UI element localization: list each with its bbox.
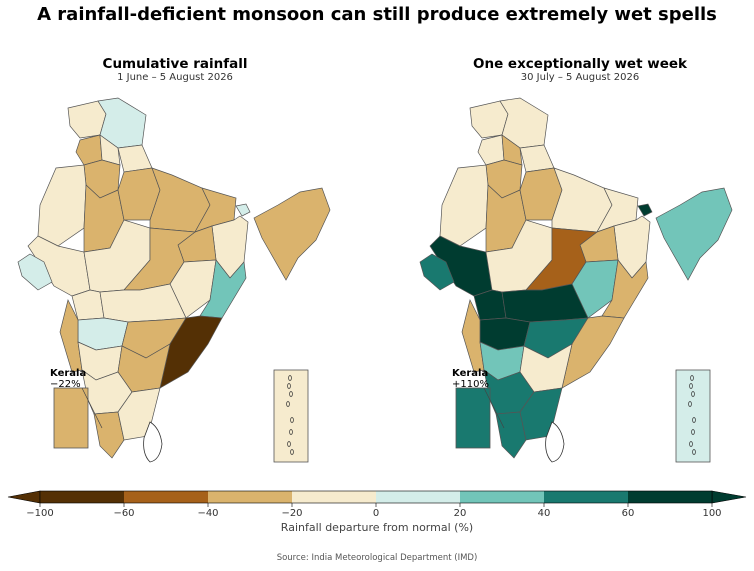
colorbar-segment: [208, 491, 292, 503]
island-mark: [289, 429, 293, 435]
region-maharashtra-n: [71, 289, 105, 321]
colorbar-tick-label: 40: [537, 508, 551, 519]
island-mark: [691, 391, 695, 397]
colorbar-segment: [40, 491, 124, 503]
kerala-inset-box: [455, 387, 491, 449]
colorbar-tick-label: 60: [621, 508, 635, 519]
island-mark: [290, 449, 294, 455]
colorbar-segment: [544, 491, 628, 503]
panel-subtitle-right: 30 July – 5 August 2026: [520, 72, 640, 83]
island-mark: [692, 417, 696, 423]
kerala-callout-name: Kerala: [50, 368, 86, 379]
map-panel-cumulative: Kerala−22%: [17, 97, 331, 463]
region-kashmir: [67, 100, 107, 139]
panel-title-right: One exceptionally wet week: [472, 56, 687, 72]
colorbar-segment: [292, 491, 376, 503]
figure-title: A rainfall-deficient monsoon can still p…: [37, 4, 717, 25]
region-chhattisgarh: [571, 259, 619, 319]
colorbar: [7, 490, 747, 507]
kerala-callout-value: −22%: [50, 379, 81, 390]
region-uttarakhand: [117, 144, 153, 173]
kerala-leader-line: [483, 387, 505, 429]
island-mark: [287, 441, 291, 447]
kerala-inset-box: [53, 387, 89, 449]
region-saurashtra: [419, 253, 455, 291]
island-mark: [688, 401, 692, 407]
region-saurashtra: [17, 253, 53, 291]
colorbar-tick-label: 0: [372, 508, 380, 519]
region-chhattisgarh: [169, 259, 217, 319]
island-mark: [287, 383, 291, 389]
colorbar-segment: [628, 491, 712, 503]
region-odisha: [601, 259, 649, 319]
source-note: Source: India Meteorological Department …: [276, 553, 478, 563]
colorbar-segment: [124, 491, 208, 503]
colorbar-tick-label: −20: [281, 508, 303, 519]
island-mark: [692, 449, 696, 455]
colorbar-tick-label: −100: [26, 508, 54, 519]
colorbar-tick-label: 100: [702, 508, 722, 519]
region-kerala: [93, 411, 125, 459]
region-punjab: [75, 134, 103, 166]
map-panel-wet-week: Kerala+110%: [419, 97, 733, 463]
colorbar-label: Rainfall departure from normal (%): [280, 521, 474, 534]
island-mark: [286, 401, 290, 407]
island-mark: [289, 391, 293, 397]
region-rajasthan-w: [439, 164, 489, 247]
panel-title-left: Cumulative rainfall: [102, 56, 248, 72]
region-kerala: [495, 411, 527, 459]
sri-lanka-outline: [143, 421, 163, 463]
region-sikkim: [235, 203, 251, 217]
island-mark: [288, 375, 292, 381]
colorbar-tick-label: −60: [113, 508, 135, 519]
region-sikkim: [637, 203, 653, 217]
colorbar-segment: [376, 491, 460, 503]
island-mark: [689, 383, 693, 389]
island-mark: [689, 441, 693, 447]
region-rajasthan-w: [37, 164, 87, 247]
panel-subtitle-left: 1 June – 5 August 2026: [117, 72, 233, 83]
island-mark: [690, 375, 694, 381]
islands-inset-box: [675, 369, 711, 463]
region-uttarakhand: [519, 144, 555, 173]
sri-lanka-outline: [545, 421, 565, 463]
island-mark: [691, 429, 695, 435]
region-northeast: [655, 187, 733, 281]
islands-inset-box: [273, 369, 309, 463]
kerala-leader-line: [81, 387, 103, 429]
colorbar-tick-label: −40: [197, 508, 219, 519]
region-northeast: [253, 187, 331, 281]
kerala-callout-value: +110%: [452, 379, 489, 390]
colorbar-tick-label: 20: [453, 508, 467, 519]
island-mark: [290, 417, 294, 423]
region-maharashtra-n: [473, 289, 507, 321]
colorbar-segment: [460, 491, 544, 503]
kerala-callout-name: Kerala: [452, 368, 488, 379]
region-kashmir: [469, 100, 509, 139]
colorbar-arrow-left: [7, 490, 41, 504]
region-punjab: [477, 134, 505, 166]
colorbar-arrow-right: [711, 490, 747, 504]
region-odisha: [199, 259, 247, 319]
